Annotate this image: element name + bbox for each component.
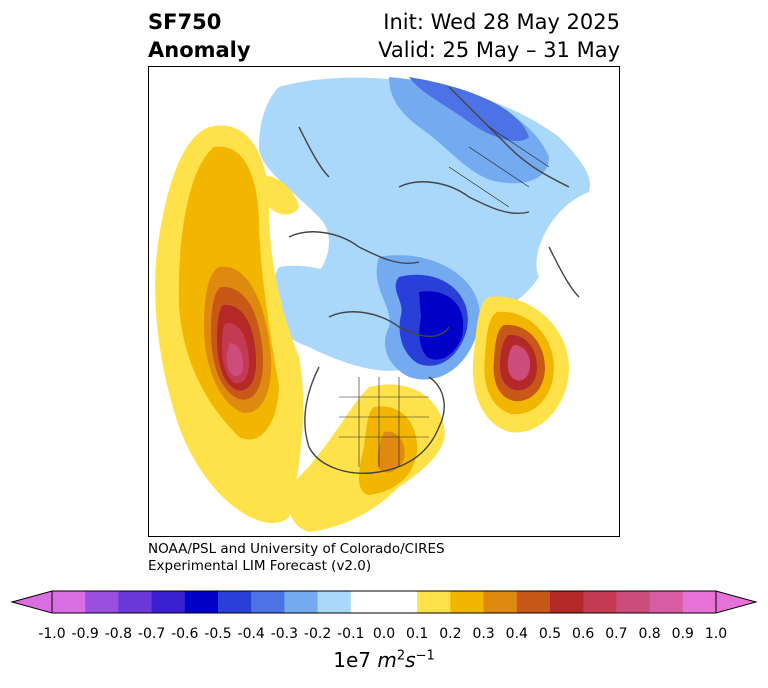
colorbar-cell <box>616 591 651 613</box>
colorbar-cell <box>417 591 451 613</box>
credit: NOAA/PSL and University of Colorado/CIRE… <box>148 541 445 575</box>
colorbar-tick-label: -0.1 <box>337 626 365 642</box>
title-valid: Valid: 25 May – 31 May <box>378 38 620 62</box>
colorbar-cell <box>550 591 584 613</box>
title-right: Init: Wed 28 May 2025 Valid: 25 May – 31… <box>378 8 620 64</box>
colorbar-tick-label: -0.5 <box>204 626 232 642</box>
colorbar-cell <box>516 591 551 613</box>
colorbar-cell <box>85 591 119 613</box>
colorbar-tick-label: 0.4 <box>505 626 528 642</box>
colorbar-cell <box>218 591 252 613</box>
coastlines <box>288 86 580 474</box>
colorbar-cell <box>184 591 219 613</box>
title-variable: SF750 <box>148 10 222 34</box>
anomaly-map <box>155 77 591 532</box>
colorbar-label-base: 1e7 <box>333 648 378 672</box>
negative-anomaly-fill <box>259 77 591 380</box>
colorbar-tick-label: 0.2 <box>439 626 462 642</box>
colorbar-extend-low <box>10 590 53 614</box>
colorbar-cell <box>317 591 352 613</box>
colorbar-tick-label: 0.6 <box>572 626 595 642</box>
colorbar-label-exp1: 2 <box>396 648 406 664</box>
colorbar-cell <box>151 591 186 613</box>
colorbar-cell <box>384 591 418 613</box>
credit-line2: Experimental LIM Forecast (v2.0) <box>148 558 372 574</box>
title-subtitle: Anomaly <box>148 38 251 62</box>
colorbar-label-s: s <box>405 648 416 672</box>
political-borders <box>339 126 550 467</box>
colorbar-label-units: m <box>377 648 397 672</box>
colorbar-tick-label: 0.0 <box>372 626 396 642</box>
colorbar-tick-label: 0.5 <box>538 626 562 642</box>
colorbar-tick-label: -0.6 <box>171 626 199 642</box>
colorbar-tick-label: 0.7 <box>605 626 628 642</box>
map-frame <box>148 66 620 537</box>
colorbar-cells <box>52 591 717 613</box>
colorbar-tick-label: 0.1 <box>406 626 429 642</box>
colorbar-tick-label: -0.9 <box>71 626 99 642</box>
colorbar-tick-label: -0.8 <box>104 626 133 642</box>
colorbar-tick-label: 0.3 <box>472 626 495 642</box>
colorbar-tick-label: -0.7 <box>137 626 166 642</box>
colorbar-label-exp2: −1 <box>415 648 435 664</box>
title-init: Init: Wed 28 May 2025 <box>383 10 620 34</box>
colorbar-tick-label: -1.0 <box>38 626 66 642</box>
colorbar-label: 1e7 m2s−1 <box>0 648 768 672</box>
colorbar-cell <box>682 591 717 613</box>
colorbar-tick-label: 0.8 <box>638 626 661 642</box>
colorbar <box>10 590 758 614</box>
colorbar-cell <box>350 591 385 613</box>
colorbar-extend-high <box>715 590 758 614</box>
colorbar-tick-label: -0.4 <box>237 626 265 642</box>
title-left: SF750 Anomaly <box>148 8 251 64</box>
positive-anomaly-fill <box>155 125 569 532</box>
colorbar-cell <box>52 591 86 613</box>
colorbar-outline <box>51 590 717 614</box>
colorbar-cell <box>583 591 617 613</box>
colorbar-tick-label: -0.2 <box>303 626 332 642</box>
colorbar-cell <box>251 591 285 613</box>
colorbar-tick-label: 1.0 <box>704 626 728 642</box>
colorbar-cell <box>284 591 319 613</box>
colorbar-tick-label: -0.3 <box>270 626 299 642</box>
credit-line1: NOAA/PSL and University of Colorado/CIRE… <box>148 541 445 557</box>
colorbar-cell <box>483 591 518 613</box>
colorbar-cell <box>118 591 153 613</box>
colorbar-cell <box>649 591 684 613</box>
colorbar-cell <box>450 591 485 613</box>
colorbar-tick-label: 0.9 <box>671 626 694 642</box>
